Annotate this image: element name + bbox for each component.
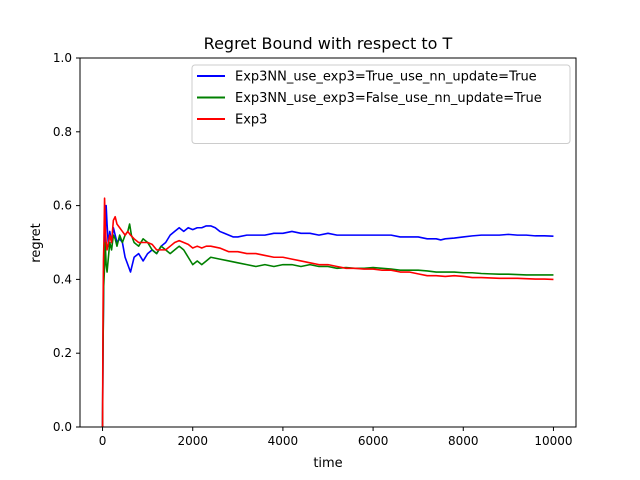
y-tick-label: 0.2 <box>53 346 72 360</box>
y-axis-label: regret <box>29 223 44 262</box>
y-tick-label: 0.0 <box>53 420 72 434</box>
x-tick-label: 10000 <box>534 434 572 448</box>
x-tick-label: 8000 <box>448 434 479 448</box>
y-tick-label: 0.8 <box>53 125 72 139</box>
x-tick-label: 6000 <box>358 434 389 448</box>
x-tick-label: 2000 <box>177 434 208 448</box>
axes-frame <box>79 57 577 428</box>
legend-box <box>191 64 571 144</box>
y-tick-label: 1.0 <box>53 51 72 65</box>
x-tick-label: 0 <box>99 434 107 448</box>
x-axis-label: time <box>313 456 342 471</box>
legend-label: Exp3NN_use_exp3=True_use_nn_update=True <box>235 70 537 85</box>
axes: 0 2000 4000 6000 8000 10000 0.0 0.2 0.4 0.6 0.8 1.0 <box>53 51 577 448</box>
series-line-2 <box>101 223 554 427</box>
y-tick-label: 0.4 <box>53 272 72 286</box>
y-tick-label: 0.6 <box>53 199 72 213</box>
chart-title: Regret Bound with respect to T <box>204 34 453 53</box>
x-tick-label: 4000 <box>268 434 299 448</box>
series-line-3 <box>101 197 554 427</box>
plot-area <box>101 197 554 427</box>
legend-label: Exp3 <box>235 113 267 128</box>
legend-label: Exp3NN_use_exp3=False_use_nn_update=True <box>235 91 542 106</box>
legend: Exp3NN_use_exp3=True_use_nn_update=True E… <box>191 64 571 144</box>
